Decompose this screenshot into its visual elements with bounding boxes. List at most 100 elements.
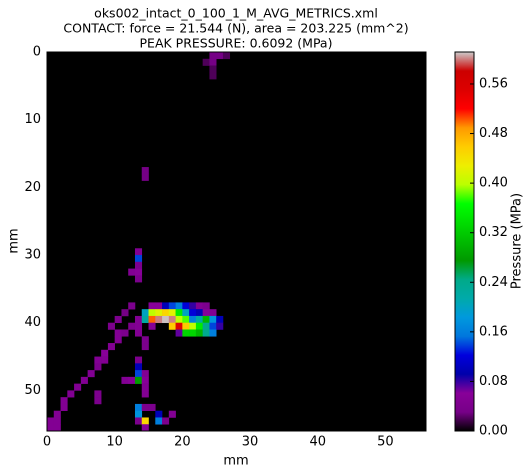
heat-cell [209, 309, 217, 317]
x-tick-label: 30 [242, 435, 259, 450]
heat-cell [121, 329, 129, 337]
heat-cell [141, 376, 149, 384]
heat-cell [101, 349, 109, 357]
heat-cell [209, 329, 217, 337]
heat-cell [53, 410, 61, 418]
heat-cell [107, 343, 115, 351]
heat-cell [182, 302, 190, 310]
y-tick-label: 50 [24, 383, 41, 398]
colorbar-label: Pressure (MPa) [510, 193, 525, 289]
heat-cell [114, 315, 122, 324]
heat-cell [134, 261, 143, 269]
y-tick-label: 30 [24, 248, 41, 263]
heat-cell [134, 315, 143, 324]
heat-cell [189, 329, 197, 337]
colorbar-tick-label: 0.24 [479, 275, 508, 290]
heat-cell [141, 173, 149, 181]
x-tick-label: 0 [43, 435, 51, 450]
heat-cell [209, 58, 217, 66]
heat-cell [141, 390, 149, 398]
heat-cell [209, 65, 217, 73]
heat-cell [189, 315, 197, 324]
heat-cell [195, 315, 203, 324]
heat-cell [168, 315, 176, 324]
heat-cell [182, 322, 190, 330]
heat-cell [114, 329, 122, 337]
x-tick-label: 20 [174, 435, 191, 450]
heat-cell [182, 309, 190, 317]
heat-cell [189, 309, 197, 317]
heat-cell [182, 315, 190, 324]
heat-cell [175, 309, 183, 317]
heat-cell [141, 424, 149, 432]
heat-cell [141, 403, 149, 411]
x-axis-label: mm [223, 454, 248, 469]
heat-cell [134, 329, 143, 337]
heat-cell [216, 322, 224, 330]
heat-cell [128, 322, 136, 330]
heat-cell [141, 417, 149, 425]
title-line: oks002_intact_0_100_1_M_AVG_METRICS.xml [94, 6, 378, 21]
heat-cell [155, 410, 163, 418]
heat-cell [162, 302, 170, 310]
heat-cell [47, 417, 55, 425]
heat-cell [134, 356, 143, 364]
heat-cell [148, 302, 156, 310]
heat-cell [87, 370, 95, 378]
heat-cell [182, 329, 190, 337]
heat-cell [155, 315, 163, 324]
heat-cell [209, 52, 217, 60]
heat-cell [134, 275, 143, 283]
y-tick-label: 10 [24, 112, 41, 127]
heat-cell [148, 403, 156, 411]
heat-cell [134, 248, 143, 256]
heat-cell [80, 376, 88, 384]
title-line: PEAK PRESSURE: 0.6092 (MPa) [140, 36, 333, 51]
heat-cell [94, 363, 102, 371]
colorbar [454, 51, 475, 432]
heat-cell [121, 376, 129, 384]
heat-cell [148, 309, 156, 317]
heat-cell [209, 322, 217, 330]
heat-cell [128, 268, 136, 276]
heat-cell [53, 417, 61, 425]
heat-cell [128, 302, 136, 310]
heat-cell [67, 390, 75, 398]
heat-cell [148, 322, 156, 330]
heat-cell [47, 424, 55, 432]
heat-cell [141, 343, 149, 351]
plot-frame [46, 51, 427, 432]
heat-cell [74, 383, 82, 391]
heat-cell [175, 322, 183, 330]
heat-cell [148, 315, 156, 324]
heat-cell [175, 302, 183, 310]
heat-cell [162, 417, 170, 425]
heat-cell [134, 322, 143, 330]
heat-cell [134, 363, 143, 371]
heat-cell [141, 167, 149, 175]
title-line: CONTACT: force = 21.544 (N), area = 203.… [63, 21, 408, 36]
heat-cell [168, 322, 176, 330]
heat-cell [168, 309, 176, 317]
heat-cell [134, 268, 143, 276]
heat-cell [195, 302, 203, 310]
heat-cell [134, 417, 143, 425]
heat-cell [155, 417, 163, 425]
y-tick-label: 20 [24, 180, 41, 195]
y-axis-label: mm [7, 228, 22, 253]
heat-cell [189, 322, 197, 330]
heat-cell [128, 376, 136, 384]
heat-cell [60, 403, 68, 411]
colorbar-tick-label: 0.48 [479, 126, 508, 141]
x-tick-label: 40 [309, 435, 326, 450]
heat-cell [134, 376, 143, 384]
x-tick-label: 50 [377, 435, 394, 450]
heat-cell [162, 309, 170, 317]
heat-cell [168, 410, 176, 418]
heat-cell [216, 315, 224, 324]
heat-cell [162, 315, 170, 324]
heat-cell [175, 315, 183, 324]
colorbar-tick-label: 0.00 [479, 424, 508, 439]
heat-cell [195, 329, 203, 337]
colorbar-tick-label: 0.16 [479, 324, 508, 339]
